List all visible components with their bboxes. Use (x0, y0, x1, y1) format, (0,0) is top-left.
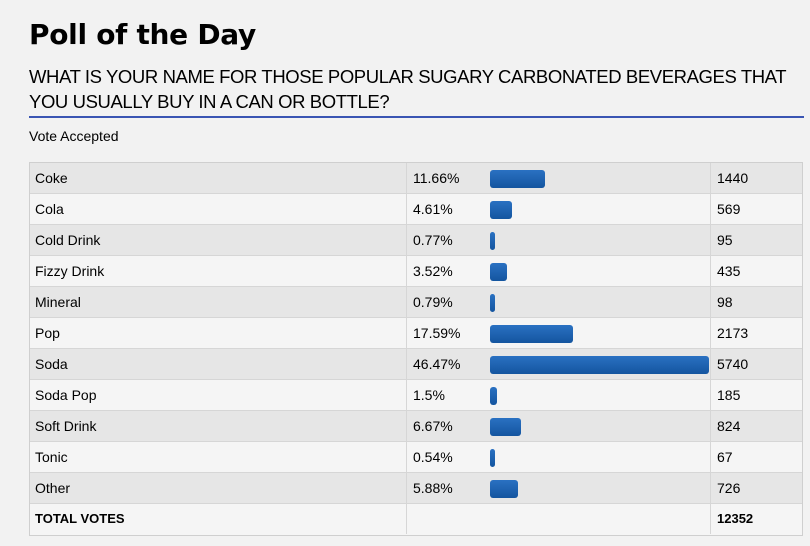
option-percent: 4.61% (413, 201, 453, 217)
option-label: Other (30, 473, 407, 503)
option-bar-cell (483, 194, 711, 224)
option-label: Coke (30, 163, 407, 193)
option-bar-cell (483, 256, 711, 286)
option-bar-cell (483, 287, 711, 317)
option-percent: 17.59% (413, 325, 461, 341)
option-label: Soda Pop (30, 380, 407, 410)
option-bar-cell (483, 411, 711, 441)
option-votes: 569 (717, 201, 741, 217)
option-votes: 726 (717, 480, 741, 496)
option-label: Mineral (30, 287, 407, 317)
total-bar-cell (483, 504, 711, 534)
option-bar (490, 480, 518, 498)
option-bar-cell (483, 163, 711, 193)
option-percent: 6.67% (413, 418, 453, 434)
vote-status: Vote Accepted (29, 128, 119, 144)
result-row: Soft Drink 6.67% 824 (30, 411, 802, 442)
result-row: Tonic 0.54% 67 (30, 442, 802, 473)
option-percent: 0.79% (413, 294, 453, 310)
option-label: Cola (30, 194, 407, 224)
option-bar (490, 294, 495, 312)
result-row: Pop 17.59% 2173 (30, 318, 802, 349)
divider (29, 116, 804, 118)
result-row: Mineral 0.79% 98 (30, 287, 802, 318)
option-bar (490, 232, 495, 250)
option-votes: 2173 (717, 325, 749, 341)
option-votes: 67 (717, 449, 733, 465)
option-votes: 98 (717, 294, 733, 310)
option-label: Soda (30, 349, 407, 379)
option-percent: 0.54% (413, 449, 453, 465)
option-percent: 46.47% (413, 356, 461, 372)
option-bar-cell (483, 318, 711, 348)
option-votes: 185 (717, 387, 741, 403)
results-table: Coke 11.66% 1440 Cola 4.61% 569 Cold Drink 0.77… (29, 162, 803, 536)
option-percent: 0.77% (413, 232, 453, 248)
option-bar (490, 325, 573, 343)
total-votes: 12352 (717, 511, 754, 526)
option-votes: 824 (717, 418, 741, 434)
total-percent-cell (407, 504, 483, 534)
option-votes: 435 (717, 263, 741, 279)
option-label: Fizzy Drink (30, 256, 407, 286)
result-row: Coke 11.66% 1440 (30, 163, 802, 194)
total-label: TOTAL VOTES (30, 504, 407, 534)
page-title: Poll of the Day (29, 18, 256, 51)
total-row: TOTAL VOTES 12352 (30, 504, 802, 535)
option-bar-cell (483, 225, 711, 255)
option-label: Tonic (30, 442, 407, 472)
result-row: Fizzy Drink 3.52% 435 (30, 256, 802, 287)
option-label: Pop (30, 318, 407, 348)
option-percent: 5.88% (413, 480, 453, 496)
result-row: Cold Drink 0.77% 95 (30, 225, 802, 256)
option-votes: 95 (717, 232, 733, 248)
option-bar (490, 263, 507, 281)
option-bar (490, 356, 709, 374)
result-row: Other 5.88% 726 (30, 473, 802, 504)
option-label: Cold Drink (30, 225, 407, 255)
option-bar (490, 170, 545, 188)
option-bar (490, 418, 521, 436)
result-row: Soda Pop 1.5% 185 (30, 380, 802, 411)
option-percent: 11.66% (413, 170, 460, 186)
option-votes: 1440 (717, 170, 749, 186)
option-bar-cell (483, 473, 711, 503)
option-bar-cell (483, 349, 711, 379)
option-bar (490, 449, 495, 467)
option-label: Soft Drink (30, 411, 407, 441)
option-percent: 1.5% (413, 387, 445, 403)
option-percent: 3.52% (413, 263, 453, 279)
result-row: Soda 46.47% 5740 (30, 349, 802, 380)
option-bar (490, 387, 497, 405)
option-bar (490, 201, 512, 219)
option-bar-cell (483, 380, 711, 410)
result-row: Cola 4.61% 569 (30, 194, 802, 225)
poll-question: WHAT IS YOUR NAME FOR THOSE POPULAR SUGA… (29, 66, 786, 112)
option-votes: 5740 (717, 356, 749, 372)
option-bar-cell (483, 442, 711, 472)
